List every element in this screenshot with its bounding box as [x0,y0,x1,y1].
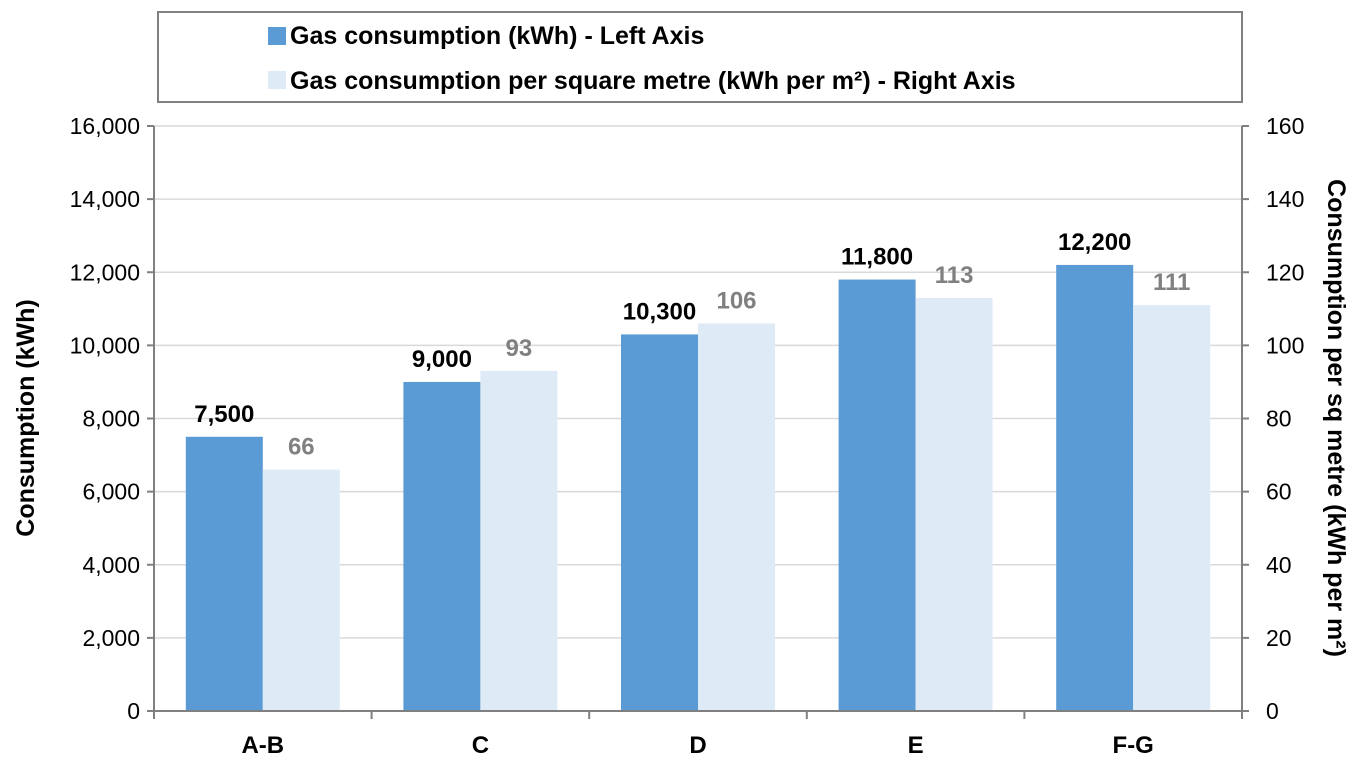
right-tick-label: 0 [1266,698,1279,724]
left-tick-label: 12,000 [70,259,140,285]
category-label-D: D [689,732,706,759]
bars-left-series [185,264,1134,711]
data-label-left-F-G: 12,200 [1058,229,1131,256]
left-axis-ticks: 0 2,000 4,000 6,000 8,000 10,000 12,000 14,000 1… [70,113,140,724]
legend-box [157,11,1243,103]
category-labels: A-B C D E F-G [241,732,1153,759]
right-axis-ticks: 0 20 40 60 80 100 120 140 160 [1266,113,1304,724]
left-tick-label: 4,000 [82,552,140,578]
right-tick-label: 120 [1266,259,1304,285]
bar-left-C [403,381,481,711]
bar-left-A-B [185,436,263,711]
data-label-right-C: 93 [506,335,533,362]
left-tick-label: 10,000 [70,332,140,358]
category-label-C: C [472,732,489,759]
left-tick-label: 8,000 [82,406,140,432]
bar-right-A-B [262,469,340,711]
legend-entry-right-series: Gas consumption per square metre (kWh pe… [290,67,1016,95]
right-tick-label: 140 [1266,186,1304,212]
left-axis-title: Consumption (kWh) [12,299,40,536]
data-label-right-A-B: 66 [288,434,315,461]
right-tick-label: 40 [1266,552,1292,578]
data-label-right-F-G: 111 [1153,269,1190,296]
category-label-F-G: F-G [1113,732,1154,759]
data-label-left-D: 10,300 [623,298,696,325]
category-label-A-B: A-B [241,732,284,759]
right-tick-label: 160 [1266,113,1304,139]
axes [147,125,1249,719]
right-axis-title: Consumption per sq metre (kWh per m²) [1322,179,1350,657]
legend: Gas consumption (kWh) - Left Axis Gas co… [157,11,1243,103]
right-tick-label: 20 [1266,625,1292,651]
legend-entry-left-series: Gas consumption (kWh) - Left Axis [290,22,704,50]
bar-right-E [915,297,993,711]
bar-left-E [838,279,916,711]
left-tick-label: 6,000 [82,479,140,505]
right-tick-label: 80 [1266,406,1292,432]
bar-left-F-G [1056,264,1134,711]
bar-right-F-G [1133,305,1211,711]
data-label-left-A-B: 7,500 [194,401,254,428]
legend-swatch-right-series [268,71,286,89]
legend-swatch-left-series [268,27,286,45]
bar-right-D [698,323,775,711]
bar-right-C [480,370,558,711]
data-labels: 7,500 66 9,000 93 10,300 106 11,800 113 12,200 11… [194,229,1190,461]
data-label-left-E: 11,800 [841,244,913,271]
right-tick-label: 60 [1266,479,1292,505]
left-tick-label: 16,000 [70,113,140,139]
left-tick-label: 0 [127,698,140,724]
data-label-right-E: 113 [935,262,974,289]
left-tick-label: 2,000 [82,625,140,651]
data-label-left-C: 9,000 [412,346,472,373]
category-label-E: E [908,732,924,759]
data-label-right-D: 106 [716,287,756,314]
bar-left-D [621,334,698,711]
left-tick-label: 14,000 [70,186,140,212]
bars-right-series [262,297,1211,711]
right-tick-label: 100 [1266,332,1304,358]
